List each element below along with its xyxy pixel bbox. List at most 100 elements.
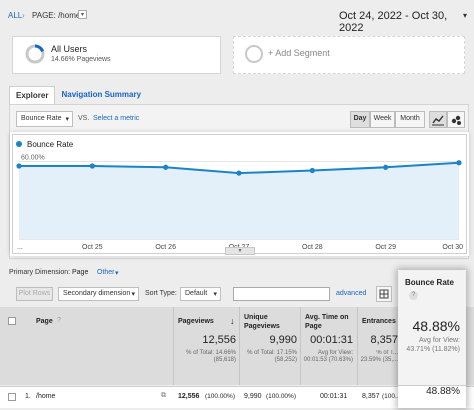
sort-type-value: Default — [185, 290, 208, 297]
breadcrumb-all[interactable]: ALL — [8, 11, 23, 20]
segment-title: All Users — [51, 44, 88, 54]
date-dropdown-icon[interactable]: ▾ — [463, 11, 468, 20]
month-button[interactable]: Month — [395, 111, 425, 128]
table-row[interactable]: 1. /home ⧉ 12,556 (100.00%) 9,990 (100.0… — [0, 386, 474, 408]
header-avg-time[interactable]: Avg. Time on Page — [305, 314, 349, 330]
total-pageviews-sub: % of Total: 14.66% (85,618) — [186, 350, 236, 363]
segment-subtitle: 14.66% Pageviews — [51, 56, 111, 63]
metric-select-value: Bounce Rate — [21, 115, 62, 122]
vs-label: VS. — [78, 115, 90, 122]
header-entrances[interactable]: Entrances — [362, 318, 396, 325]
x-tick-label: Oct 26 — [155, 244, 176, 251]
breadcrumb-page: PAGE: /home — [32, 11, 81, 20]
chevron-down-icon: ▾ — [65, 116, 69, 123]
dimension-other[interactable]: Other — [97, 269, 115, 276]
grid-view-icon[interactable] — [376, 286, 392, 302]
row-pageviews-pct: (100.00%) — [205, 393, 235, 400]
bounce-rate-column-card: Bounce Rate ? 48.88% Avg for View: 43.71… — [398, 270, 466, 408]
top-bar: ALL › PAGE: /home ▾ Oct 24, 2022 - Oct 3… — [0, 0, 474, 34]
chevron-down-icon: ▾ — [115, 270, 119, 277]
header-pageviews[interactable]: Pageviews — [178, 318, 214, 325]
bounce-card-row-value: 48.88% — [426, 386, 460, 397]
header-page[interactable]: Page — [36, 318, 53, 325]
column-divider — [173, 307, 174, 385]
date-range[interactable]: Oct 24, 2022 - Oct 30, 2022 — [339, 10, 448, 34]
day-button[interactable]: Day — [350, 111, 370, 128]
data-point — [163, 164, 169, 170]
x-tick-label: Oct 28 — [302, 244, 323, 251]
chevron-down-icon: ▾ — [213, 291, 217, 298]
sort-type-label: Sort Type: — [145, 290, 177, 297]
segment-all-users[interactable]: All Users 14.66% Pageviews — [12, 36, 221, 74]
empty-circle-icon — [245, 45, 263, 63]
chevron-right-icon: › — [22, 11, 25, 20]
help-icon: ? — [409, 291, 418, 300]
row-checkbox[interactable] — [8, 393, 16, 401]
column-divider — [300, 307, 301, 385]
row-avg-time: 00:01:31 — [320, 393, 348, 400]
tab-navigation-summary[interactable]: Navigation Summary — [61, 90, 142, 99]
data-point — [236, 170, 242, 176]
dimension-page[interactable]: Page — [72, 269, 89, 276]
total-pageviews: 12,556 — [202, 334, 236, 346]
sort-arrow-icon[interactable]: ↓ — [230, 316, 235, 326]
chevron-down-icon: ▾ — [131, 291, 135, 298]
column-divider — [239, 307, 240, 385]
x-tick-label: Oct 25 — [82, 244, 103, 251]
x-tick-label: Oct 29 — [375, 244, 396, 251]
header-unique-pageviews[interactable]: Unique Pageviews — [244, 314, 280, 330]
row-entrances-pct: (100... — [382, 393, 401, 400]
data-point — [89, 163, 95, 169]
row-entrances: 8,357 — [362, 393, 380, 400]
bounce-card-value: 48.88% — [412, 318, 460, 334]
total-entrances-sub: % of T... 23.59% (35,... — [360, 350, 398, 363]
tab-explorer[interactable]: Explorer — [9, 86, 56, 104]
row-index: 1. — [25, 393, 31, 400]
motion-chart-icon[interactable] — [447, 111, 465, 128]
row-unique-pct: (100.00%) — [266, 393, 296, 400]
plot-rows-button[interactable]: Plot Rows — [16, 287, 53, 301]
bounce-card-sub: Avg for View: 43.71% (11.82%) — [406, 337, 460, 353]
total-unique-sub: % of Total: 17.15% (58,252) — [247, 350, 297, 363]
segment-donut-icon — [25, 44, 45, 64]
row-page[interactable]: /home — [36, 393, 56, 400]
data-point — [456, 160, 462, 166]
week-button[interactable]: Week — [370, 111, 395, 128]
metric-select[interactable]: Bounce Rate ▾ — [16, 111, 73, 127]
add-segment-card[interactable]: + Add Segment — [233, 36, 465, 74]
x-tick-label: Oct 30 — [442, 244, 463, 251]
data-point — [309, 167, 315, 174]
report-tabs: Explorer Navigation Summary — [9, 86, 147, 106]
bounce-card-header — [398, 270, 466, 386]
secondary-dimension-label: Secondary dimension — [63, 290, 131, 297]
chart-resize-handle[interactable]: ▾ — [225, 247, 255, 255]
bounce-card-title[interactable]: Bounce Rate — [405, 278, 454, 287]
legend-marker — [16, 141, 22, 147]
y-tick-label: 60.00% — [21, 154, 45, 161]
secondary-dimension-select[interactable]: Secondary dimension ▾ — [58, 287, 139, 301]
series-area — [19, 162, 459, 239]
column-divider — [357, 307, 358, 385]
total-entrances: 8,357 — [370, 334, 398, 346]
row-pageviews: 12,556 — [178, 393, 200, 400]
add-segment-label: + Add Segment — [268, 48, 330, 58]
total-unique: 9,990 — [269, 334, 297, 346]
total-avg-time-sub: Avg for View: 00:01:53 (70.63%) — [303, 350, 353, 363]
data-point — [383, 164, 389, 170]
select-metric-link[interactable]: Select a metric — [93, 115, 140, 122]
data-point — [16, 163, 22, 169]
primary-dimension-label: Primary Dimension: — [9, 269, 71, 276]
table-search-input[interactable] — [233, 287, 330, 301]
line-chart-icon[interactable] — [429, 111, 447, 128]
x-tick-label: ... — [17, 244, 23, 251]
select-all-checkbox[interactable] — [8, 317, 16, 325]
legend-label: Bounce Rate — [27, 140, 74, 149]
sort-type-select[interactable]: Default ▾ — [180, 287, 221, 301]
help-icon: ? — [57, 317, 61, 324]
open-page-icon[interactable]: ⧉ — [161, 392, 166, 399]
table-header: Page ? Pageviews ↓ Unique Pageviews Avg.… — [0, 307, 474, 385]
total-avg-time: 00:01:31 — [310, 334, 353, 346]
chevron-down-icon[interactable]: ▾ — [78, 10, 87, 19]
advanced-link[interactable]: advanced — [336, 290, 367, 297]
